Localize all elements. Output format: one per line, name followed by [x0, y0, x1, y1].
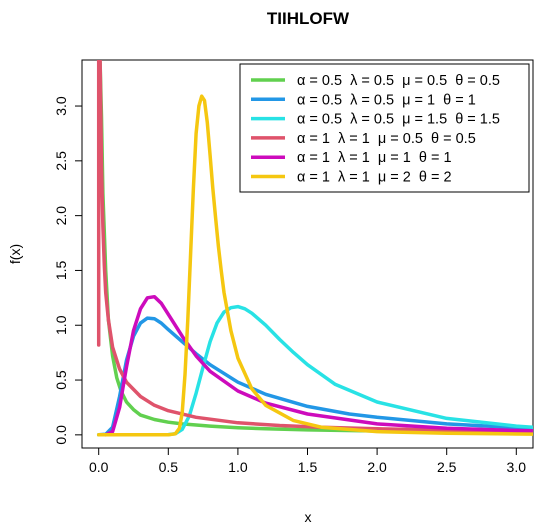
- legend-label-5: α = 1 λ = 1 μ = 1 θ = 1: [297, 150, 452, 166]
- y-tick-label: 3.0: [53, 96, 69, 116]
- series-line-3: [96, 304, 533, 437]
- chart-title: TIIHLOFW: [267, 9, 350, 28]
- x-tick-label: 2.0: [367, 459, 387, 475]
- x-tick-label: 1.5: [298, 459, 318, 475]
- x-tick-label: 2.5: [437, 459, 457, 475]
- legend-label-3: α = 0.5 λ = 0.5 μ = 1.5 θ = 1.5: [297, 112, 500, 128]
- legend-label-6: α = 1 λ = 1 μ = 2 θ = 2: [297, 170, 452, 186]
- x-tick-label: 1.0: [228, 459, 248, 475]
- legend-label-1: α = 0.5 λ = 0.5 μ = 0.5 θ = 0.5: [297, 73, 500, 89]
- y-tick-label: 1.0: [53, 315, 69, 335]
- y-tick-label: 0.5: [53, 370, 69, 390]
- legend-label-2: α = 0.5 λ = 0.5 μ = 1 θ = 1: [297, 92, 476, 108]
- x-tick-label: 0.5: [159, 459, 179, 475]
- series-line-5: [103, 294, 533, 437]
- series-line-2: [96, 316, 533, 437]
- y-tick-label: 1.5: [53, 260, 69, 280]
- x-axis: 0.0 0.5 1.0 1.5 2.0 2.5 3.0: [89, 448, 526, 475]
- legend-box: [239, 63, 530, 193]
- series-group: [96, 60, 533, 437]
- x-tick-label: 0.0: [89, 459, 109, 475]
- series-line-6: [96, 94, 533, 437]
- legend: α = 0.5 λ = 0.5 μ = 0.5 θ = 0.5 α = 0.5 λ…: [239, 63, 530, 193]
- x-axis-label: x: [305, 509, 312, 525]
- y-axis: 0.0 0.5 1.0 1.5 2.0 2.5 3.0: [53, 96, 82, 445]
- y-tick-label: 0.0: [53, 425, 69, 445]
- y-axis-label: f(x): [7, 244, 23, 264]
- legend-label-4: α = 1 λ = 1 μ = 0.5 θ = 0.5: [297, 131, 476, 147]
- y-tick-label: 2.5: [53, 151, 69, 171]
- y-tick-label: 2.0: [53, 206, 69, 226]
- x-tick-label: 3.0: [507, 459, 527, 475]
